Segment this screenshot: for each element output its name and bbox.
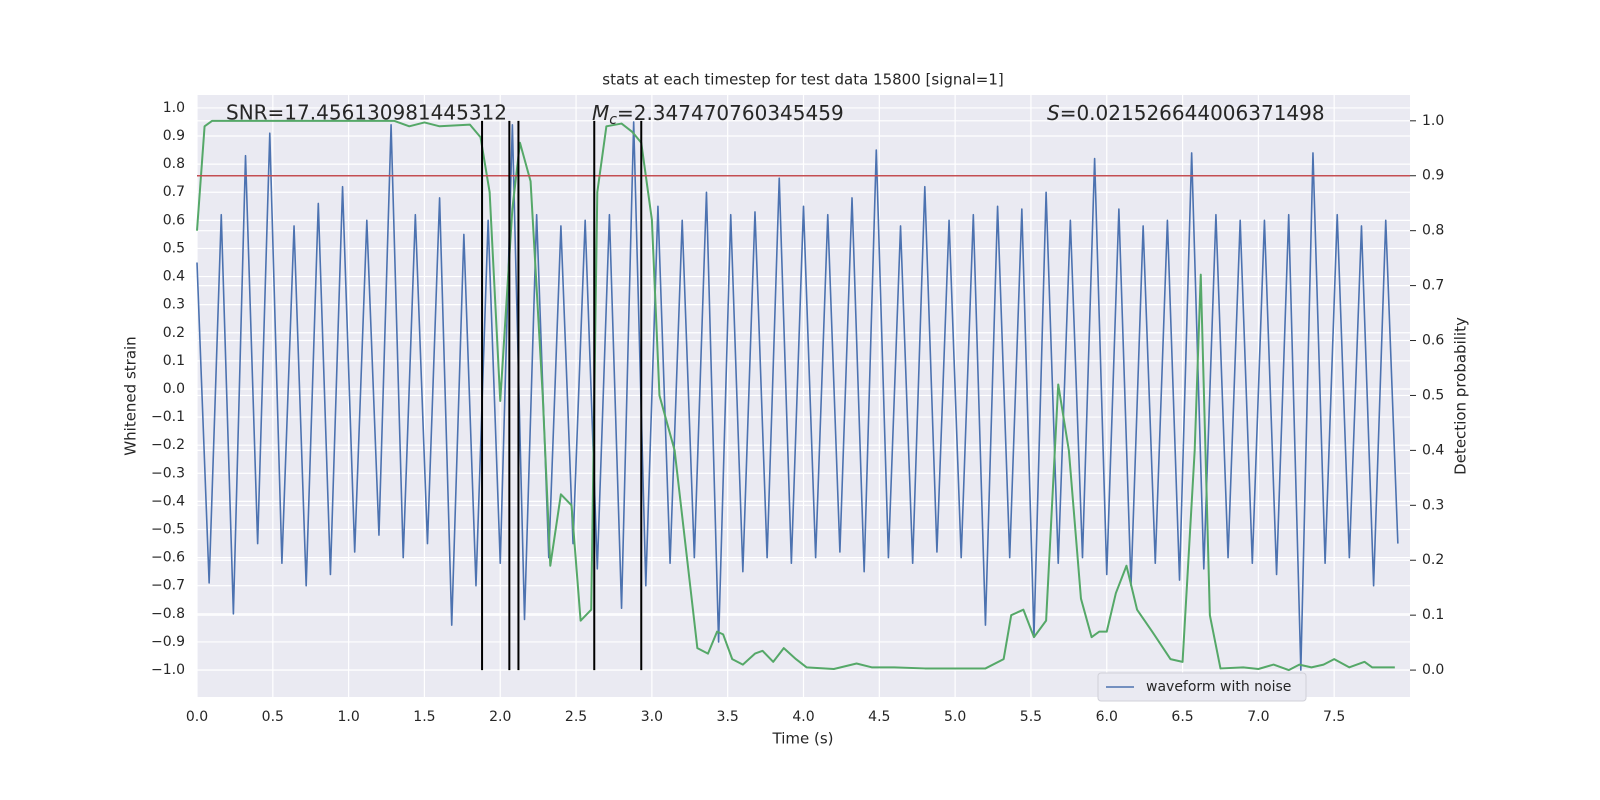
y-tick-label: −0.5	[151, 521, 185, 537]
x-tick-label: 4.0	[792, 709, 814, 725]
annotation-symbol: M	[592, 101, 609, 125]
y-tick-label: 0.5	[163, 240, 185, 256]
y-tick-label: −0.6	[151, 550, 185, 566]
y-tick-label: −0.9	[151, 634, 185, 650]
x-tick-label: 1.5	[413, 709, 435, 725]
annotation-subscript: c	[609, 112, 617, 128]
x-tick-label: 7.5	[1323, 709, 1345, 725]
y2-tick-label: 0.2	[1422, 552, 1444, 568]
y2-tick-label: 0.6	[1422, 333, 1444, 349]
y-tick-label: 0.1	[163, 353, 185, 369]
legend-label: waveform with noise	[1146, 679, 1291, 695]
x-tick-label: 3.5	[717, 709, 739, 725]
y-tick-label: −0.2	[151, 437, 185, 453]
y-tick-label: −0.3	[151, 465, 185, 481]
series-line	[196, 119, 1395, 672]
chart-title: stats at each timestep for test data 158…	[602, 71, 1003, 89]
x-tick-label: 5.5	[1020, 709, 1042, 725]
x-tick-label: 6.5	[1171, 709, 1193, 725]
x-tick-label: 2.0	[489, 709, 511, 725]
y-tick-label: −1.0	[151, 662, 185, 678]
x-tick-label: 1.0	[337, 709, 359, 725]
legend-box	[1097, 672, 1307, 702]
y2-tick-label: 0.4	[1422, 442, 1444, 458]
x-tick-label: 5.0	[944, 709, 966, 725]
marks	[196, 119, 1410, 672]
x-tick-label: 4.5	[868, 709, 890, 725]
x-tick-label: 0.0	[186, 709, 208, 725]
y2-axis-label: Detection probability	[1452, 317, 1470, 475]
y-tick-label: 1.0	[163, 100, 185, 116]
y-tick-label: −0.8	[151, 606, 185, 622]
y-tick-label: 0.7	[163, 184, 185, 200]
y-tick-label: 0.0	[163, 381, 185, 397]
annotation: Mc=2.347470760345459	[592, 101, 844, 129]
y-tick-label: 0.8	[163, 156, 185, 172]
annotation-text: =2.347470760345459	[617, 101, 844, 125]
x-tick-label: 0.5	[262, 709, 284, 725]
y-tick-label: −0.4	[151, 493, 185, 509]
annotation-text: =0.021526644006371498	[1060, 101, 1325, 125]
x-tick-label: 2.5	[565, 709, 587, 725]
y-tick-label: 0.6	[163, 212, 185, 228]
y-tick-label: 0.4	[163, 269, 185, 285]
y2-tick-label: 0.9	[1422, 168, 1444, 184]
annotation: S=0.021526644006371498	[1047, 101, 1325, 125]
legend: waveform with noise	[1097, 672, 1307, 702]
y2-tick-label: 1.0	[1422, 113, 1444, 129]
y-tick-label: −0.1	[151, 409, 185, 425]
annotation: SNR=17.456130981445312	[226, 101, 507, 125]
y2-tick-label: 0.3	[1422, 497, 1444, 513]
x-tick-label: 7.0	[1247, 709, 1269, 725]
x-tick-label: 6.0	[1096, 709, 1118, 725]
y2-tick-label: 0.1	[1422, 607, 1444, 623]
y-tick-label: 0.3	[163, 297, 185, 313]
y2-tick-label: 0.5	[1422, 387, 1444, 403]
y2-tick-label: 0.7	[1422, 278, 1444, 294]
y-tick-label: −0.7	[151, 578, 185, 594]
x-axis-label: Time (s)	[772, 730, 834, 748]
y-tick-label: 0.9	[163, 128, 185, 144]
y2-tick-label: 0.0	[1422, 662, 1444, 678]
x-tick-label: 3.0	[641, 709, 663, 725]
y-axis-label: Whitened strain	[122, 336, 140, 455]
y-tick-label: 0.2	[163, 325, 185, 341]
annotation-symbol: S	[1047, 101, 1060, 125]
y2-tick-label: 0.8	[1422, 223, 1444, 239]
